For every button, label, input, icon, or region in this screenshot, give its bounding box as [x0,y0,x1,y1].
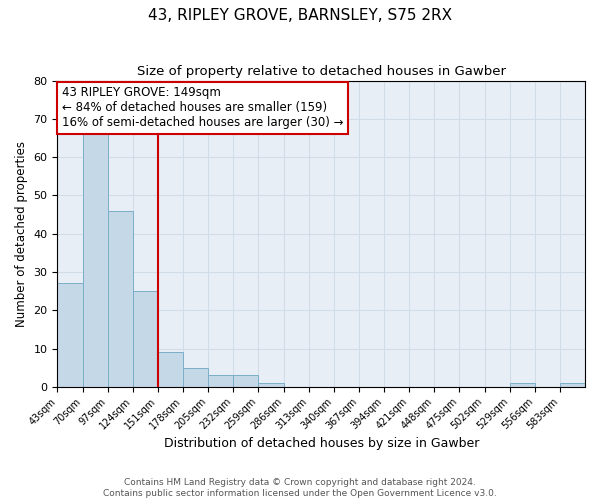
Y-axis label: Number of detached properties: Number of detached properties [15,140,28,326]
Bar [58,284,83,387]
Bar [208,376,233,387]
Bar [133,291,158,387]
Bar [158,352,183,387]
Bar [560,383,585,387]
Bar [183,368,208,387]
Text: Contains HM Land Registry data © Crown copyright and database right 2024.
Contai: Contains HM Land Registry data © Crown c… [103,478,497,498]
Title: Size of property relative to detached houses in Gawber: Size of property relative to detached ho… [137,65,506,78]
X-axis label: Distribution of detached houses by size in Gawber: Distribution of detached houses by size … [164,437,479,450]
Bar [233,376,259,387]
Bar [83,130,107,387]
Bar [259,383,284,387]
Bar [107,210,133,387]
Bar [509,383,535,387]
Text: 43 RIPLEY GROVE: 149sqm
← 84% of detached houses are smaller (159)
16% of semi-d: 43 RIPLEY GROVE: 149sqm ← 84% of detache… [62,86,344,130]
Text: 43, RIPLEY GROVE, BARNSLEY, S75 2RX: 43, RIPLEY GROVE, BARNSLEY, S75 2RX [148,8,452,22]
